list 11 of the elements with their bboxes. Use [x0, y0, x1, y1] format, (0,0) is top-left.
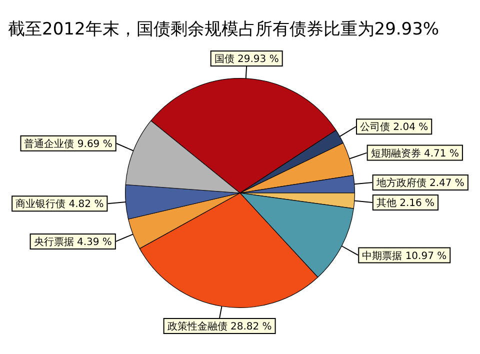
slice-label: 公司债 2.04 %: [360, 121, 428, 134]
chart-title: 截至2012年末，国债剩余规模占所有债券比重为29.93%: [8, 19, 440, 40]
slice-label: 政策性金融债 28.82 %: [167, 320, 272, 333]
slice-label: 央行票据 4.39 %: [34, 236, 112, 248]
slice-label: 短期融资券 4.71 %: [370, 147, 459, 160]
slice-label: 国债 29.93 %: [214, 54, 279, 66]
slice-label: 商业银行债 4.82 %: [16, 198, 104, 210]
slice-label: 普通企业债 9.69 %: [24, 138, 112, 150]
slice-label: 地方政府债 2.47 %: [375, 177, 464, 190]
slice-label: 中期票据 10.97 %: [362, 250, 447, 262]
slice-label: 其他 2.16 %: [376, 197, 435, 210]
